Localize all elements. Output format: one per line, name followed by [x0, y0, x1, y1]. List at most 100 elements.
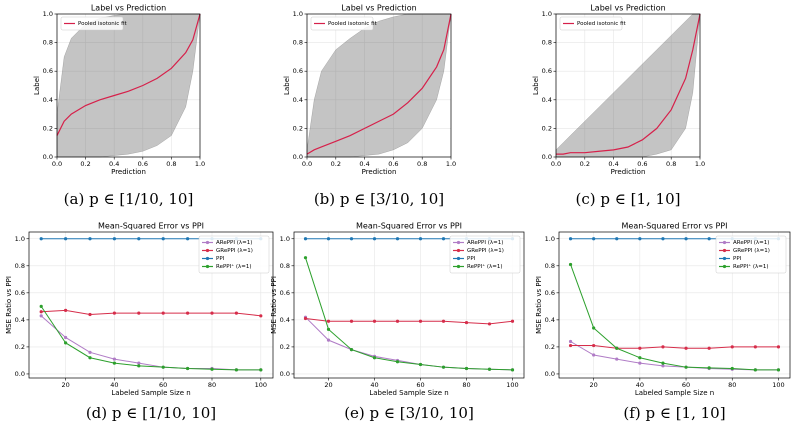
- x-tick-label: 1.0: [195, 160, 205, 168]
- plot-frame: [558, 231, 791, 379]
- point: [510, 319, 515, 323]
- point: [592, 237, 596, 241]
- point: [39, 314, 43, 318]
- point: [707, 346, 711, 350]
- y-tick-label: 1.0: [43, 10, 53, 18]
- point: [707, 366, 711, 370]
- x-tick-label: 100: [772, 381, 784, 389]
- point: [487, 367, 492, 371]
- x-tick-label: 60: [159, 381, 167, 389]
- point: [112, 237, 116, 241]
- point: [326, 237, 331, 241]
- chart-title: Label vs Prediction: [590, 4, 665, 13]
- legend-label: ARePPI (λ=1): [733, 240, 769, 246]
- plot-frame: [555, 13, 701, 158]
- legend-label: GRePPI (λ=1): [216, 248, 253, 254]
- legend-marker: [205, 264, 210, 269]
- point: [349, 237, 354, 241]
- point: [638, 346, 642, 350]
- x-axis-label: Labeled Sample Size n: [111, 389, 190, 397]
- point: [684, 365, 688, 369]
- point: [615, 237, 619, 241]
- x-tick-label: 20: [61, 381, 69, 389]
- point: [464, 320, 469, 325]
- point: [234, 368, 238, 372]
- x-tick-label: 60: [416, 381, 424, 389]
- x-axis-label: Prediction: [362, 168, 397, 176]
- point: [64, 237, 68, 241]
- point: [638, 356, 642, 360]
- legend-label: GRePPI (λ=1): [733, 248, 770, 254]
- x-tick-label: 0.8: [666, 160, 676, 168]
- point: [776, 368, 781, 372]
- legend-label: Pooled isotonic fit: [577, 21, 627, 27]
- point: [372, 356, 377, 360]
- point: [661, 237, 665, 241]
- chart-title: Mean-Squared Error vs PPI: [622, 222, 728, 231]
- y-tick-label: 0.4: [545, 316, 555, 324]
- y-tick-label: 1.0: [15, 235, 25, 243]
- legend-label: ARePPI (λ=1): [216, 240, 252, 246]
- chart-title: Label vs Prediction: [341, 4, 416, 13]
- y-tick-label: 0.2: [545, 343, 555, 351]
- y-axis-label: Label: [33, 76, 41, 95]
- series-line: [305, 257, 513, 371]
- y-tick-label: 0.8: [280, 262, 290, 270]
- legend-marker: [205, 240, 210, 245]
- point: [661, 345, 665, 349]
- point: [464, 366, 469, 371]
- point: [88, 350, 92, 354]
- plot-frame: [293, 231, 525, 379]
- y-tick-label: 0.4: [542, 96, 552, 104]
- series-line: [41, 309, 261, 317]
- caption: (d) p ∈ [1/10, 10]: [86, 404, 216, 422]
- y-tick-label: 0.6: [43, 67, 53, 75]
- x-tick-label: 0.0: [52, 160, 62, 168]
- point: [186, 237, 190, 241]
- y-tick-label: 0.6: [545, 289, 555, 297]
- point: [210, 311, 214, 315]
- point: [186, 366, 190, 371]
- y-tick-label: 0.6: [280, 289, 290, 297]
- y-tick-label: 0.6: [15, 289, 25, 297]
- legend-label: Pooled isotonic fit: [78, 21, 128, 27]
- point: [395, 237, 400, 241]
- point: [303, 237, 308, 241]
- x-tick-label: 80: [462, 381, 470, 389]
- x-tick-label: 0.6: [138, 160, 148, 168]
- point: [112, 311, 116, 315]
- point: [326, 319, 331, 323]
- point: [510, 368, 515, 372]
- y-tick-label: 0.2: [542, 124, 552, 132]
- point: [441, 237, 446, 241]
- legend-box: [449, 235, 521, 274]
- caption: (b) p ∈ [3/10, 10]: [314, 190, 444, 208]
- chart-title: Label vs Prediction: [91, 4, 166, 13]
- y-tick-label: 1.0: [293, 10, 303, 18]
- point: [568, 262, 573, 267]
- series-line: [305, 318, 513, 325]
- point: [638, 237, 642, 241]
- point: [64, 308, 68, 313]
- plot-frame: [28, 231, 274, 379]
- y-tick-label: 0.0: [545, 370, 555, 378]
- plot-area: [556, 14, 700, 157]
- legend-label: RePPI⁺ (λ=1): [216, 263, 252, 270]
- y-tick-label: 0.8: [545, 262, 555, 270]
- series-line: [56, 13, 201, 136]
- point: [395, 319, 400, 323]
- y-tick-label: 1.0: [545, 235, 555, 243]
- point: [137, 237, 141, 241]
- y-tick-label: 0.2: [280, 343, 290, 351]
- y-axis-label: MSE Ratio vs PPI: [535, 276, 543, 334]
- y-tick-label: 0.8: [542, 39, 552, 47]
- point: [592, 343, 596, 348]
- point: [326, 327, 331, 331]
- legend-label: RePPI⁺ (λ=1): [467, 263, 503, 270]
- x-tick-label: 0.2: [80, 160, 90, 168]
- point: [349, 348, 354, 352]
- legend-label: PPI: [216, 256, 225, 262]
- legend-marker: [722, 264, 727, 269]
- point: [64, 341, 68, 345]
